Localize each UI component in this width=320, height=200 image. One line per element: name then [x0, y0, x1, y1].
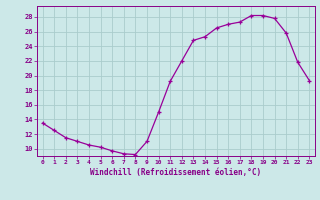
X-axis label: Windchill (Refroidissement éolien,°C): Windchill (Refroidissement éolien,°C): [91, 168, 261, 177]
